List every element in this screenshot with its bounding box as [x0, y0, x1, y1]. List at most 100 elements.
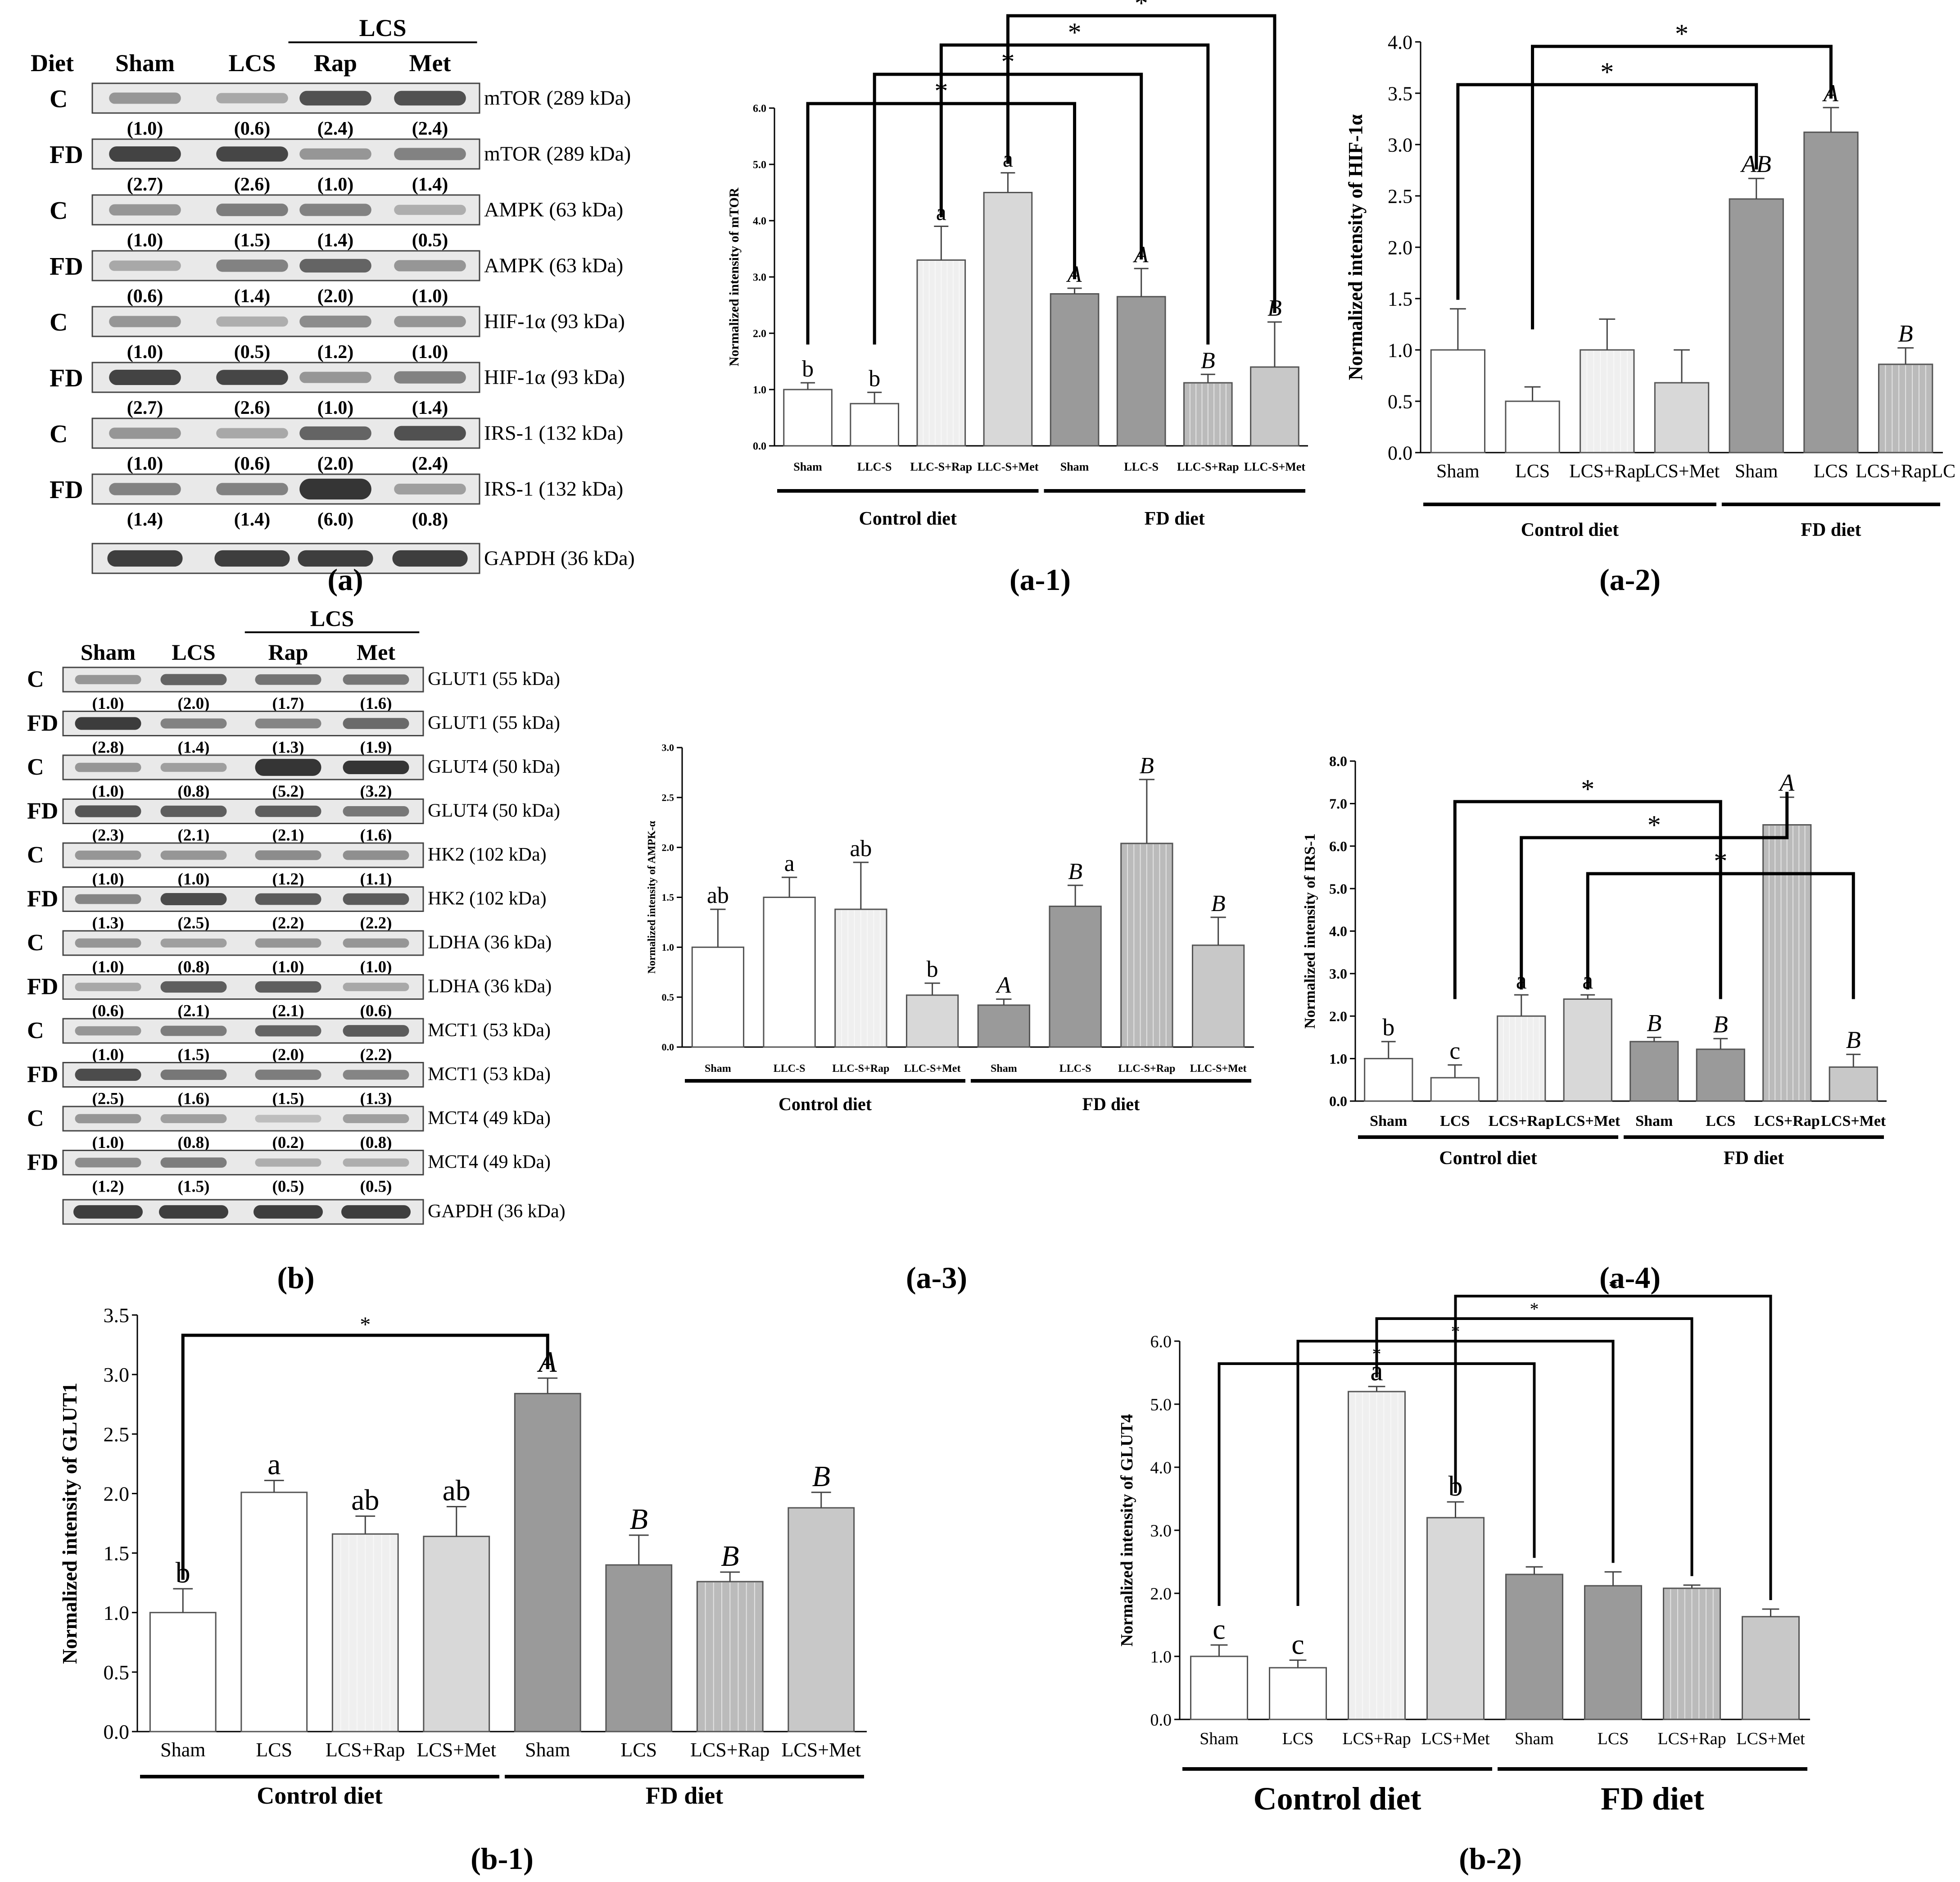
- blot-strip: [62, 930, 424, 956]
- blot-diet-label: C: [50, 85, 68, 113]
- y-tick-label: 1.0: [1388, 339, 1412, 361]
- bar: [240, 1492, 308, 1732]
- x-category-label: LLC-S+Met: [1244, 460, 1305, 473]
- blot-quant-value: (1.0): [412, 286, 448, 307]
- significance-bracket: [1456, 83, 1758, 300]
- panel-label-a2: (a-2): [1599, 562, 1661, 597]
- x-category-label: LCS+Met: [1555, 1113, 1621, 1129]
- blot-quant-value: (2.1): [178, 826, 210, 845]
- blot-band: [394, 426, 466, 441]
- blot-band: [160, 1069, 227, 1080]
- blot-band: [160, 1025, 227, 1036]
- significance-bracket: [1531, 45, 1833, 330]
- significance-letter: B: [1068, 859, 1082, 884]
- bar: [1803, 132, 1859, 453]
- blot-quant-value: (2.7): [127, 174, 163, 195]
- blot-lcs-group-label: LCS: [310, 606, 354, 631]
- blot-column-header: LCS: [228, 50, 276, 77]
- blot-diet-label: C: [27, 842, 44, 868]
- y-tick-label: 2.5: [1388, 185, 1412, 207]
- blot-band: [109, 92, 181, 104]
- blot-diet-label: C: [50, 420, 68, 448]
- blot-band: [343, 938, 409, 948]
- x-category-label: Sham: [1635, 1113, 1673, 1129]
- x-category-label: LCS+Rap: [1342, 1729, 1411, 1748]
- y-tick-label: 0.0: [662, 1042, 674, 1053]
- blot-band: [394, 316, 466, 327]
- x-category-label: Sham: [525, 1739, 570, 1761]
- y-tick-label: 5.0: [1329, 880, 1347, 897]
- blot-band: [75, 1114, 141, 1124]
- significance-bracket: [1586, 872, 1855, 999]
- blot-band: [394, 91, 466, 106]
- blot-protein-label: GLUT1 (55 kDa): [428, 669, 560, 689]
- significance-letter: b: [1382, 1014, 1394, 1041]
- y-tick-label: 1.5: [1388, 288, 1412, 310]
- blot-quant-value: (1.0): [127, 342, 163, 363]
- x-category-label: LCS: [1598, 1729, 1629, 1748]
- blot-band: [299, 148, 371, 160]
- panel-label-a: (a): [327, 562, 363, 597]
- blot-quant-value: (2.2): [272, 914, 304, 933]
- blot-band: [109, 204, 181, 216]
- blot-diet-label: C: [27, 754, 44, 780]
- bar: [1696, 1048, 1745, 1102]
- significance-letter: A: [995, 973, 1011, 998]
- blot-diet-label: FD: [50, 253, 83, 281]
- blot-quant-value: (1.0): [317, 398, 353, 418]
- group-label: Control diet: [859, 508, 957, 529]
- x-category-label: LLC-S+Rap: [1118, 1063, 1175, 1075]
- blot-band: [299, 204, 371, 216]
- blot-band: [160, 939, 227, 948]
- x-category-label: LCS: [1814, 461, 1848, 482]
- blot-protein-label-gapdh: GAPDH (36 kDa): [484, 547, 635, 570]
- y-tick-label: 1.0: [1150, 1647, 1172, 1666]
- blot-diet-label: C: [27, 1018, 44, 1043]
- bar: [1191, 944, 1245, 1048]
- blot-band: [255, 1070, 321, 1080]
- x-category-label: LCS+Rap: [1569, 461, 1645, 482]
- y-tick-label: 3.0: [1150, 1521, 1172, 1540]
- blot-quant-value: (0.6): [127, 286, 163, 307]
- blot-diet-label: FD: [50, 476, 83, 504]
- significance-bracket: [939, 43, 1210, 345]
- blot-band: [75, 805, 141, 817]
- x-category-label: Sham: [1200, 1729, 1239, 1748]
- blot-quant-value: (1.3): [272, 739, 304, 757]
- blot-quant-value: (0.8): [412, 509, 448, 530]
- bar: [1250, 366, 1299, 447]
- blot-quant-value: (3.2): [360, 782, 392, 801]
- blot-quant-value: (2.0): [317, 286, 353, 307]
- blot-protein-label: MCT4 (49 kDa): [428, 1108, 551, 1129]
- x-category-label: LCS: [1282, 1729, 1314, 1748]
- group-label: FD diet: [1801, 520, 1861, 540]
- blot-band: [255, 938, 321, 948]
- y-tick-label: 0.0: [104, 1720, 130, 1743]
- blot-band: [255, 1115, 321, 1123]
- blot-quant-value: (1.0): [92, 1046, 124, 1064]
- blot-quant-value: (2.3): [92, 826, 124, 845]
- blot-band: [343, 850, 409, 860]
- blot-quant-value: (1.0): [92, 782, 124, 801]
- chart-a3-ampk: 0.0 0.5 1.0 1.5 2.0 2.5 3.0 Normalized intensit…: [646, 742, 1254, 1114]
- x-category-label: Sham: [1370, 1113, 1407, 1129]
- blot-quant-value: (2.0): [272, 1046, 304, 1064]
- blot-diet-label: FD: [27, 974, 58, 1000]
- blot-band: [109, 146, 181, 162]
- significance-letter: a: [784, 851, 795, 876]
- x-category-label: LCS+Met: [417, 1739, 496, 1761]
- group-label: FD diet: [646, 1782, 723, 1809]
- blot-band: [343, 983, 409, 991]
- x-category-label: LLC-S+Met: [1190, 1063, 1247, 1075]
- blot-quant-value: (1.0): [92, 958, 124, 976]
- blot-strip: [62, 974, 424, 1000]
- blot-quant-value: (1.2): [317, 342, 353, 363]
- blot-protein-label: mTOR (289 kDa): [484, 142, 631, 165]
- blot-quant-value: (1.0): [272, 958, 304, 976]
- blot-column-header: Rap: [314, 50, 357, 77]
- blot-band: [255, 850, 321, 860]
- group-label: FD diet: [1082, 1094, 1140, 1114]
- group-label: FD diet: [1601, 1781, 1704, 1817]
- y-tick-label: 1.0: [104, 1601, 130, 1624]
